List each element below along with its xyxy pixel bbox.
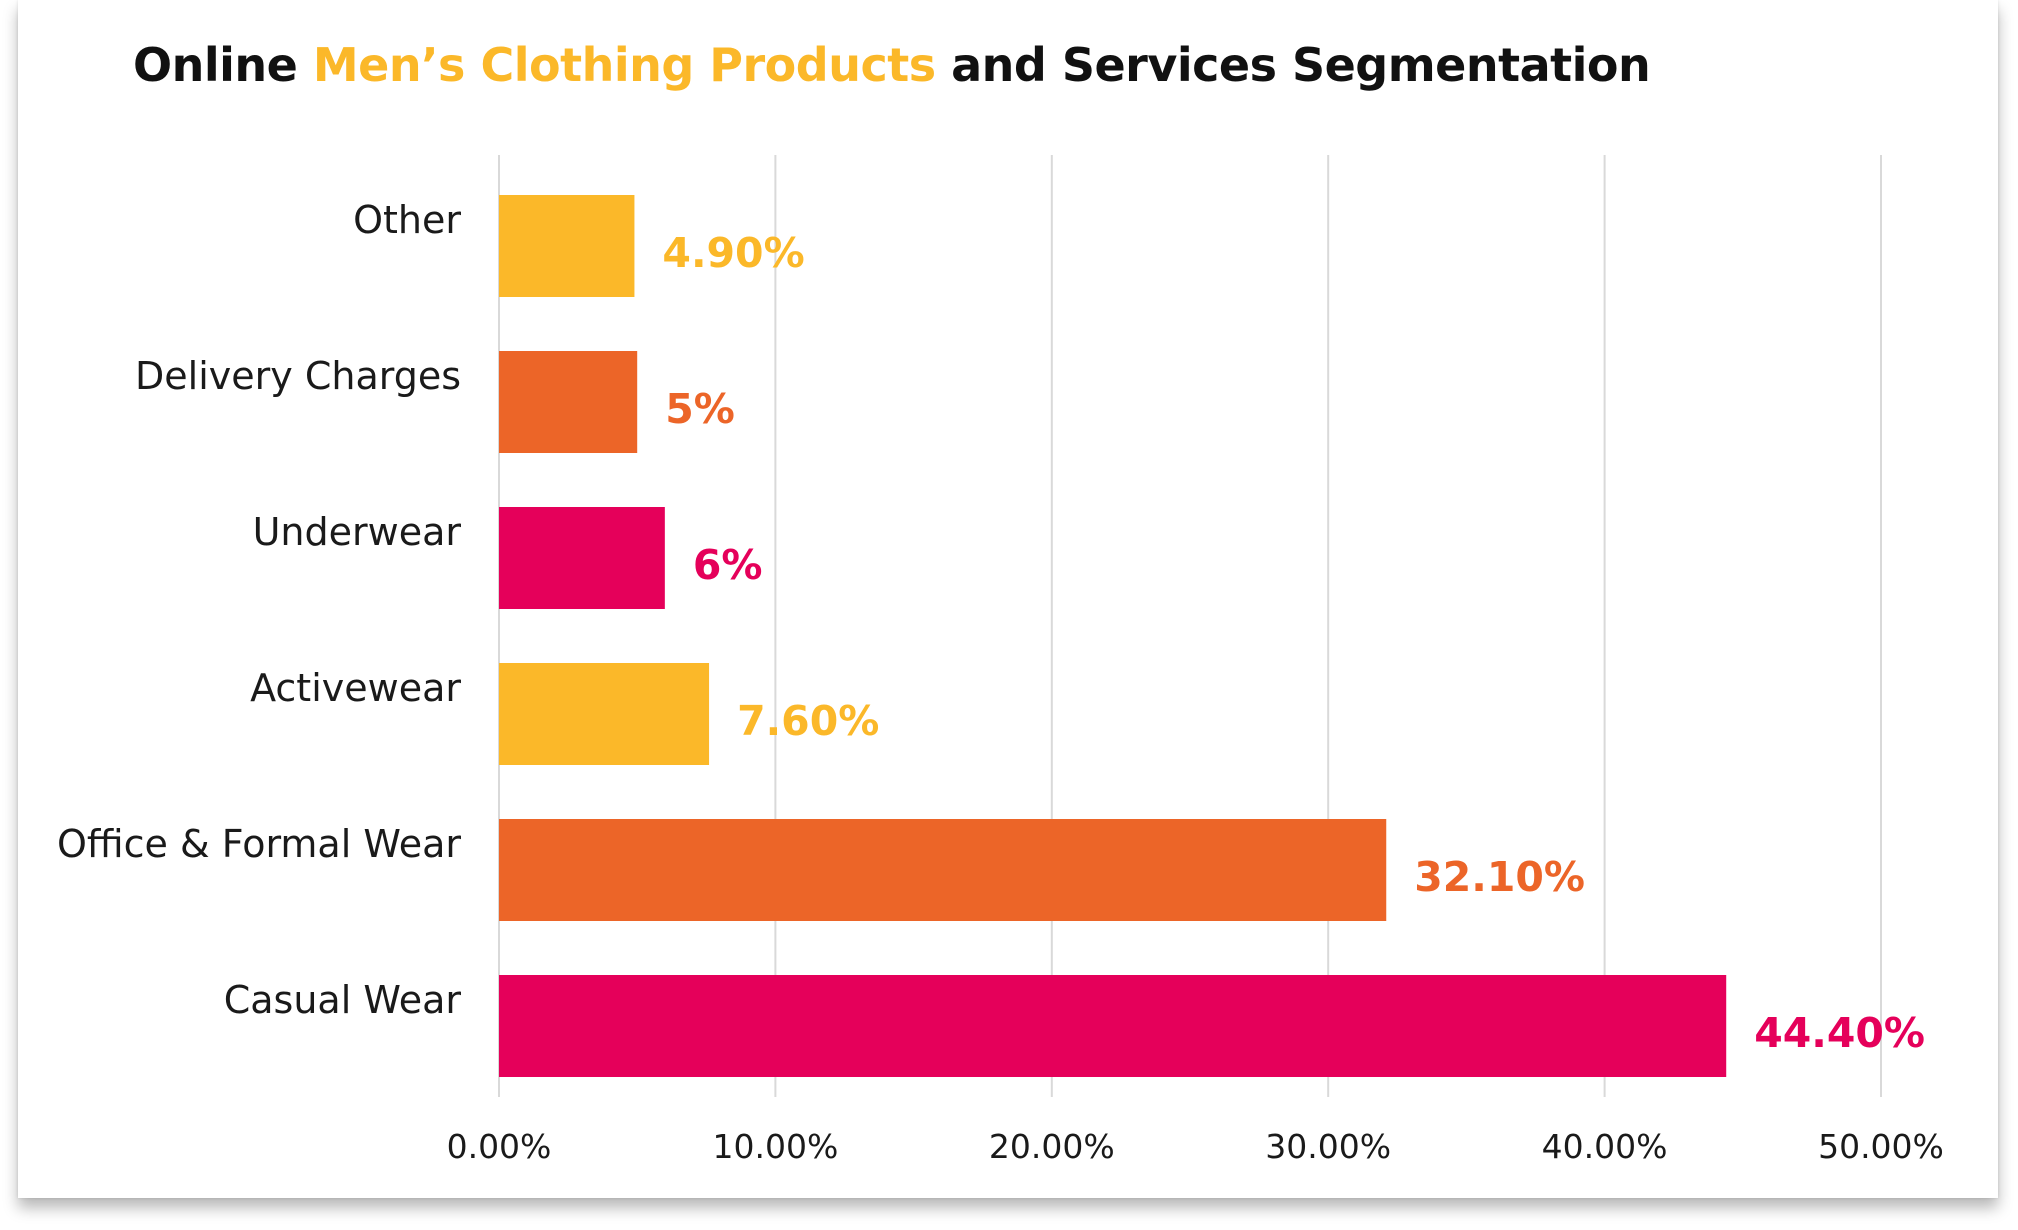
bar — [499, 975, 1727, 1077]
category-label: Underwear — [253, 510, 462, 554]
category-label: Activewear — [250, 666, 461, 710]
data-label: 7.60% — [737, 697, 879, 745]
x-tick-label: 30.00% — [1265, 1127, 1391, 1166]
bar — [499, 819, 1387, 921]
x-tick-label: 20.00% — [989, 1127, 1115, 1166]
data-label: 5% — [665, 385, 735, 433]
category-label: Office & Formal Wear — [57, 822, 461, 866]
chart-title-highlight: Men’s Clothing Products — [312, 38, 936, 92]
x-tick-label: 50.00% — [1818, 1127, 1944, 1166]
bar — [499, 195, 635, 297]
chart-title-part1: Online — [133, 38, 313, 92]
bar — [499, 351, 638, 453]
bar — [499, 507, 665, 609]
x-tick-label: 0.00% — [447, 1127, 552, 1166]
x-tick-label: 40.00% — [1542, 1127, 1668, 1166]
category-label: Other — [353, 198, 461, 242]
chart-card: Online Men’s Clothing Products and Servi… — [18, 0, 1998, 1198]
category-label: Casual Wear — [224, 978, 462, 1022]
bar-chart: 0.00% 10.00% 20.00% 30.00% 40.00% 50.00% Other… — [57, 155, 1944, 1166]
data-label: 44.40% — [1754, 1009, 1925, 1057]
data-label: 6% — [693, 541, 763, 589]
x-tick-label: 10.00% — [712, 1127, 838, 1166]
chart-title-part2: and Services Segmentation — [935, 38, 1651, 92]
category-label: Delivery Charges — [135, 354, 461, 398]
chart-title: Online Men’s Clothing Products and Servi… — [133, 38, 1651, 92]
data-label: 32.10% — [1414, 853, 1585, 901]
bar — [499, 663, 710, 765]
data-label: 4.90% — [662, 229, 804, 277]
